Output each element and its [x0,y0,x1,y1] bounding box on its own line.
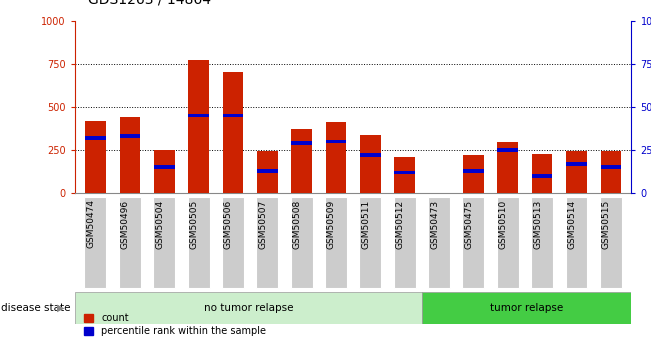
FancyBboxPatch shape [222,197,244,288]
Bar [360,135,381,193]
Text: GSM50506: GSM50506 [224,199,233,249]
FancyBboxPatch shape [119,197,141,288]
Bar [395,170,415,174]
FancyBboxPatch shape [325,197,347,288]
Bar [154,166,174,169]
FancyBboxPatch shape [428,197,450,288]
Text: GSM50474: GSM50474 [87,199,96,248]
FancyBboxPatch shape [531,197,553,288]
Bar [600,151,621,193]
Bar [257,169,277,172]
Bar [292,141,312,145]
Bar [120,117,140,193]
Text: GSM50507: GSM50507 [258,199,268,249]
Text: tumor relapse: tumor relapse [490,303,563,313]
Bar [422,292,631,324]
Bar [120,135,140,138]
Bar [257,151,277,193]
Bar [497,148,518,152]
FancyBboxPatch shape [497,197,519,288]
Text: GDS1263 / 14864: GDS1263 / 14864 [88,0,211,7]
Bar [463,169,484,172]
Text: ▶: ▶ [57,303,64,313]
Bar [326,139,346,144]
Text: GSM50515: GSM50515 [602,199,611,249]
FancyBboxPatch shape [153,197,175,288]
Bar [566,162,587,166]
Text: GSM50509: GSM50509 [327,199,336,249]
FancyBboxPatch shape [359,197,381,288]
Bar [154,150,174,193]
Bar [463,155,484,193]
Text: GSM50514: GSM50514 [568,199,577,248]
Bar [188,60,209,193]
Bar [75,292,422,324]
FancyBboxPatch shape [290,197,312,288]
FancyBboxPatch shape [462,197,484,288]
Text: GSM50496: GSM50496 [121,199,130,248]
FancyBboxPatch shape [187,197,210,288]
Bar [600,166,621,169]
Text: GSM50508: GSM50508 [293,199,301,249]
Bar [85,121,105,193]
FancyBboxPatch shape [394,197,416,288]
Text: GSM50504: GSM50504 [155,199,164,248]
Text: GSM50510: GSM50510 [499,199,508,249]
Bar [223,114,243,117]
Text: GSM50513: GSM50513 [533,199,542,249]
FancyBboxPatch shape [566,197,587,288]
Bar [532,155,553,193]
Bar [360,153,381,157]
Bar [326,122,346,193]
FancyBboxPatch shape [256,197,278,288]
Text: no tumor relapse: no tumor relapse [204,303,293,313]
Text: disease state: disease state [1,303,70,313]
Text: GSM50473: GSM50473 [430,199,439,248]
Text: GSM50475: GSM50475 [464,199,473,248]
Bar [497,142,518,193]
Bar [223,72,243,193]
Bar [85,136,105,140]
Bar [292,128,312,193]
Text: GSM50505: GSM50505 [189,199,199,249]
Bar [395,157,415,193]
Text: GSM50511: GSM50511 [361,199,370,249]
Legend: count, percentile rank within the sample: count, percentile rank within the sample [79,309,270,340]
FancyBboxPatch shape [600,197,622,288]
Bar [566,151,587,193]
Bar [532,174,553,178]
Bar [188,114,209,117]
FancyBboxPatch shape [85,197,107,288]
Text: GSM50512: GSM50512 [396,199,405,248]
